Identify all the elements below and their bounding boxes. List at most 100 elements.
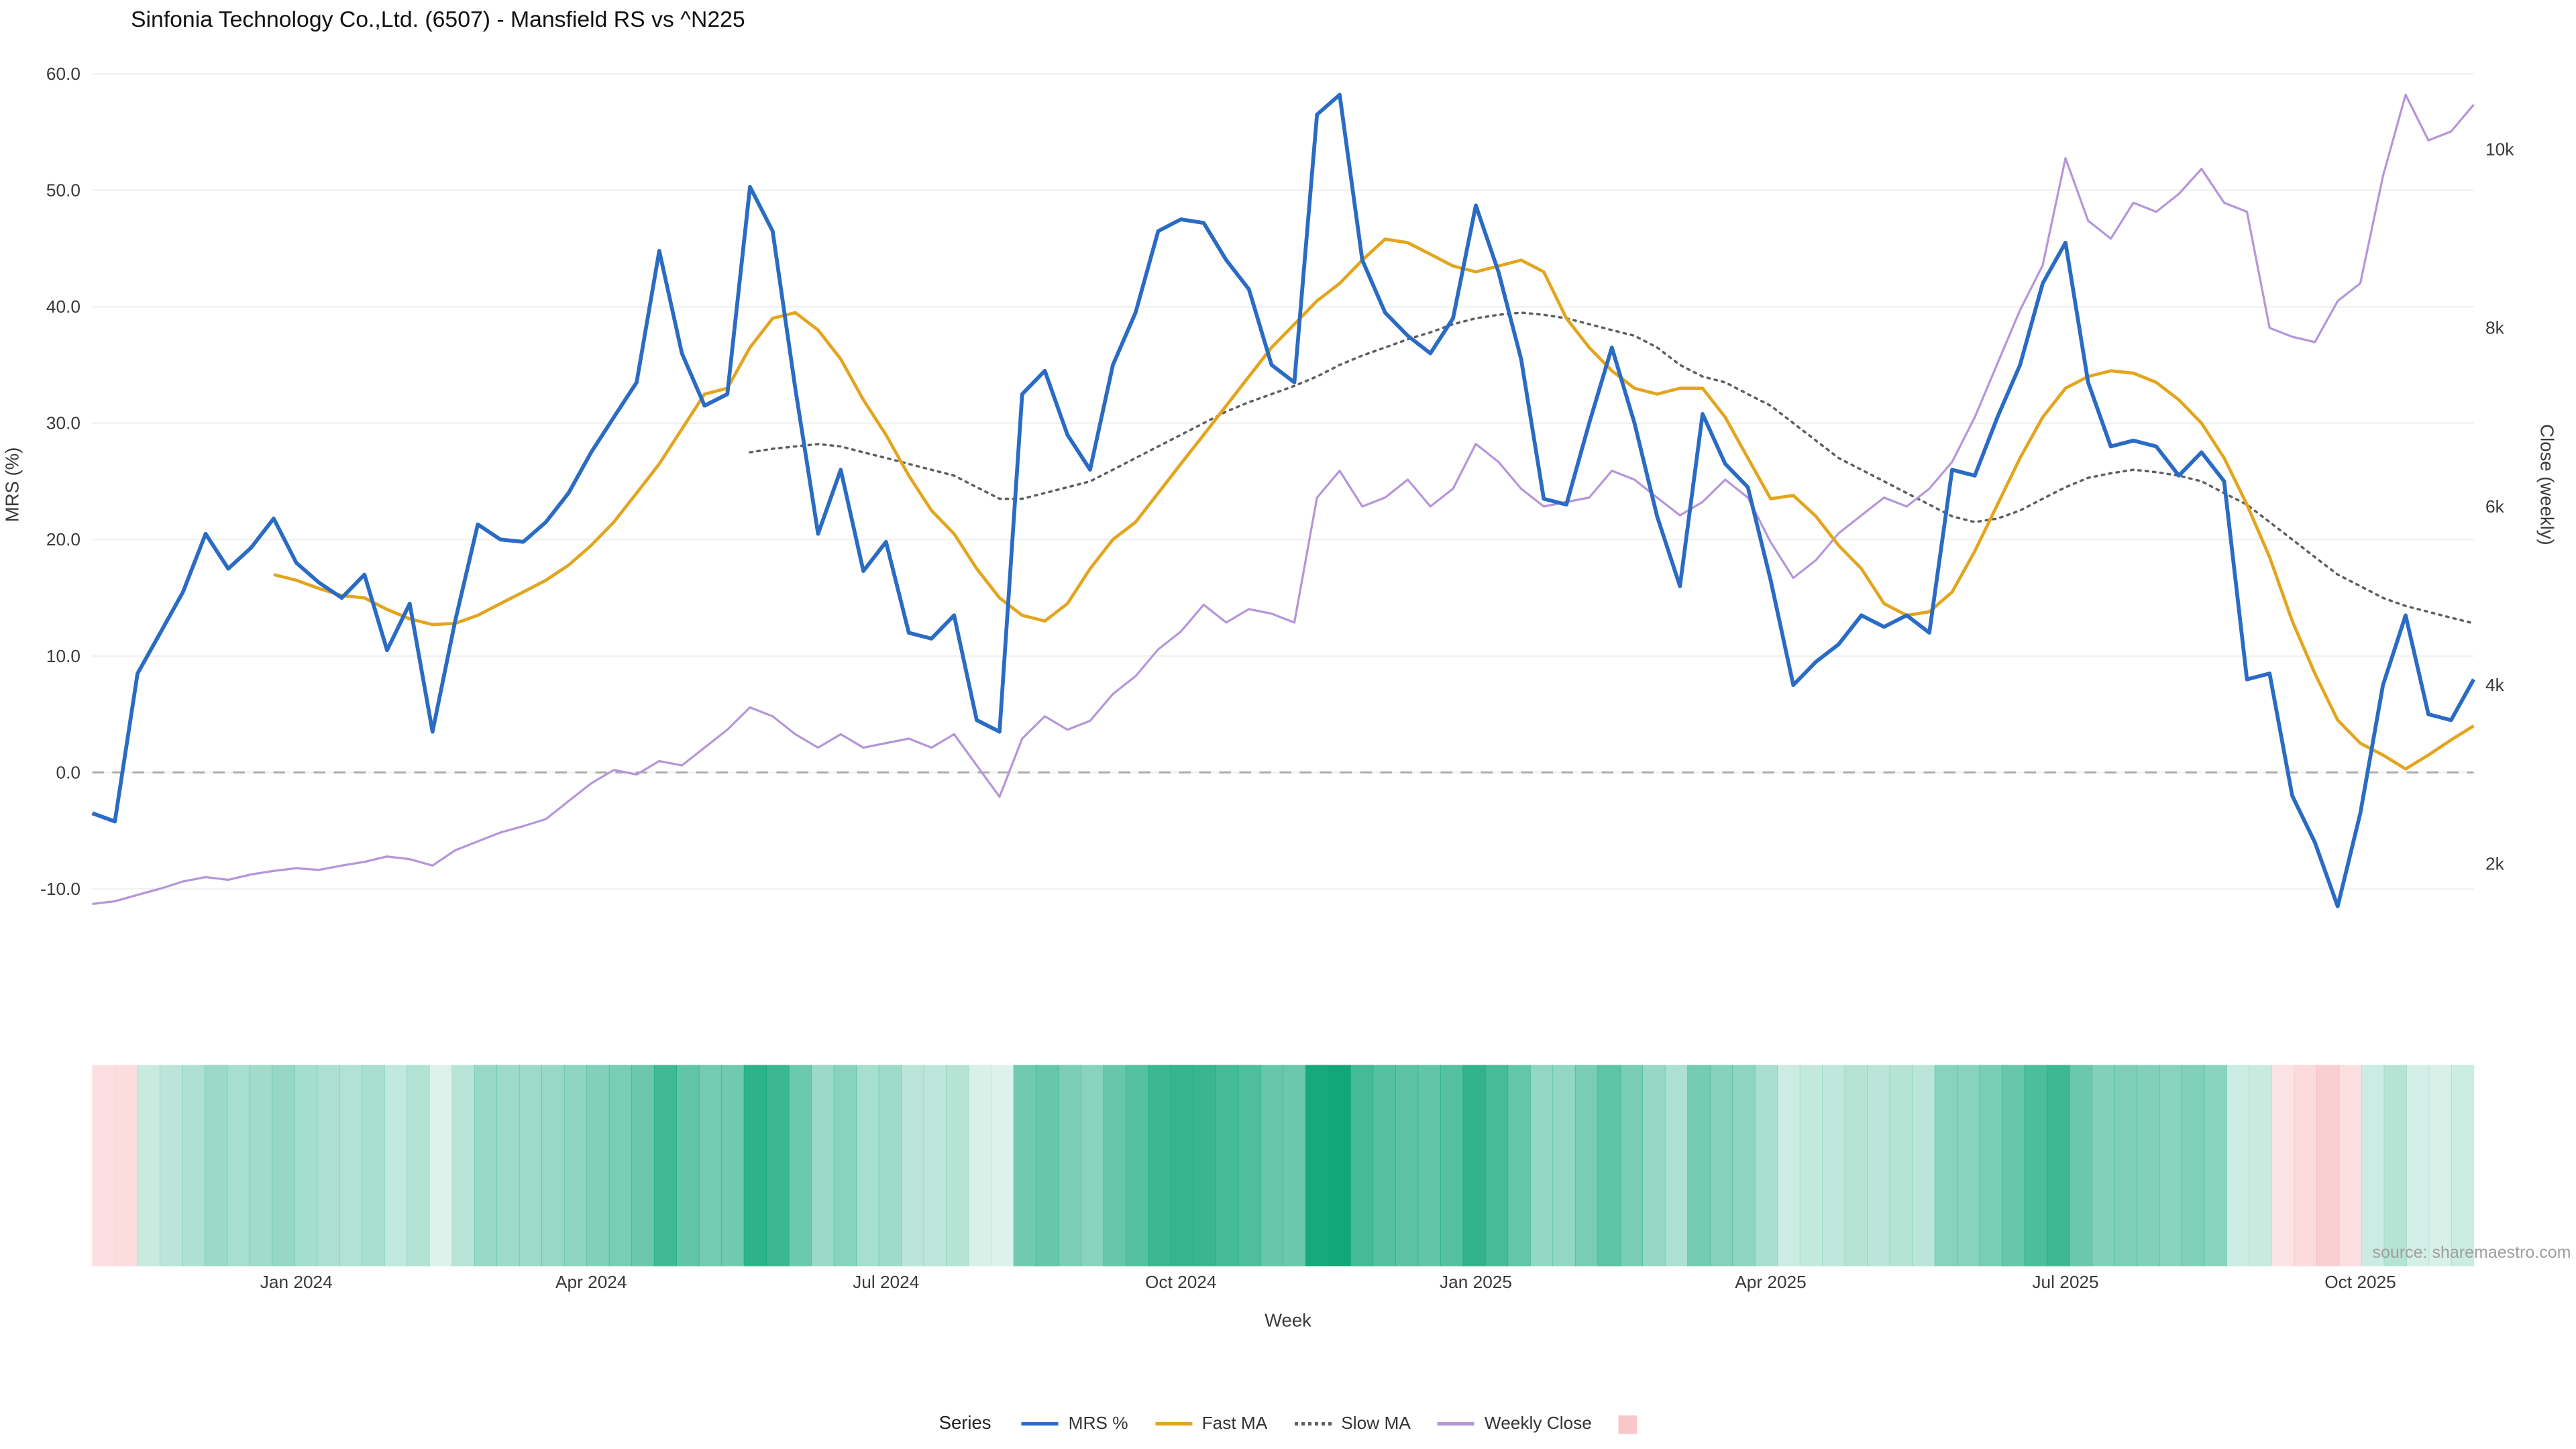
heat-cell	[2047, 1065, 2070, 1267]
heat-cell	[946, 1065, 969, 1267]
x-tick-label: Jul 2025	[2032, 1272, 2098, 1292]
heat-cell	[2294, 1065, 2317, 1267]
heat-cell	[1574, 1065, 1599, 1267]
heat-cell	[586, 1065, 610, 1267]
heat-cell	[698, 1065, 722, 1267]
x-tick-label: Oct 2025	[2324, 1272, 2396, 1292]
heat-cell	[2024, 1065, 2047, 1267]
heat-cell	[2316, 1065, 2340, 1267]
heat-cell	[2204, 1065, 2227, 1267]
y-right-tick-label: 10k	[2485, 139, 2514, 159]
y-left-tick-label: 0.0	[56, 762, 81, 782]
x-axis-label: Week	[1265, 1311, 1311, 1332]
legend-item-weekly-close: Weekly Close	[1437, 1413, 1592, 1434]
heat-cell	[541, 1065, 565, 1267]
heat-cell	[1822, 1065, 1845, 1267]
y-right-tick-label: 4k	[2485, 675, 2505, 695]
heat-cell	[833, 1065, 857, 1267]
heat-cell	[1081, 1065, 1104, 1267]
heat-cell	[204, 1065, 228, 1267]
heat-cell	[1036, 1065, 1059, 1267]
heat-cell	[2339, 1065, 2362, 1267]
heat-cell	[1687, 1065, 1711, 1267]
y-right-tick-label: 6k	[2485, 496, 2505, 517]
legend-item-mrs-label: MRS %	[1068, 1413, 1128, 1434]
heat-cell	[1238, 1065, 1261, 1267]
legend: Series MRS % Fast MA Slow MA Weekly Clos…	[0, 1414, 2576, 1434]
weekly-close-line-swatch	[1437, 1422, 1474, 1426]
heat-cell	[2137, 1065, 2160, 1267]
heat-cell	[1103, 1065, 1126, 1267]
heat-cell	[1957, 1065, 1980, 1267]
heat-cell	[317, 1065, 340, 1267]
heat-cell	[519, 1065, 543, 1267]
heat-cell	[182, 1065, 205, 1267]
heat-cell	[1283, 1065, 1306, 1267]
y-right-tick-label: 8k	[2485, 318, 2505, 338]
heat-cell	[2361, 1065, 2385, 1267]
heat-cell	[1709, 1065, 1733, 1267]
heat-cell	[2159, 1065, 2182, 1267]
legend-item-mrs: MRS %	[1021, 1413, 1128, 1434]
heat-cell	[564, 1065, 588, 1267]
chart-title: Sinfonia Technology Co.,Ltd. (6507) - Ma…	[131, 7, 745, 32]
heat-cell	[474, 1065, 498, 1267]
heat-cell	[968, 1065, 991, 1267]
heat-cell	[2383, 1065, 2407, 1267]
heat-cell	[1305, 1065, 1329, 1267]
heat-cell	[1148, 1065, 1171, 1267]
heat-cell	[2114, 1065, 2137, 1267]
heat-cell	[1597, 1065, 1621, 1267]
heat-cell	[766, 1065, 790, 1267]
heat-strip-swatch	[1618, 1414, 1638, 1434]
heat-cell	[1058, 1065, 1081, 1267]
heat-cell	[451, 1065, 475, 1267]
heat-cell	[2271, 1065, 2295, 1267]
heat-cell	[1889, 1065, 1913, 1267]
y-left-tick-label: 40.0	[46, 297, 80, 317]
heat-cell	[1395, 1065, 1419, 1267]
heat-cell	[2069, 1065, 2092, 1267]
heat-cell	[272, 1065, 295, 1267]
heat-cell	[1912, 1065, 1935, 1267]
heat-cell	[339, 1065, 363, 1267]
heat-cell	[137, 1065, 160, 1267]
heat-cell	[1440, 1065, 1464, 1267]
heat-cell	[1373, 1065, 1396, 1267]
x-tick-label: Apr 2025	[1735, 1272, 1807, 1292]
heat-cell	[2406, 1065, 2430, 1267]
heat-cell	[1126, 1065, 1149, 1267]
legend-item-weekly-close-label: Weekly Close	[1484, 1413, 1592, 1434]
heat-cell	[115, 1065, 138, 1267]
heat-cell	[294, 1065, 318, 1267]
heat-cell	[878, 1065, 902, 1267]
heat-cell	[1642, 1065, 1666, 1267]
heat-cell	[991, 1065, 1014, 1267]
heat-cell	[2182, 1065, 2205, 1267]
heat-cell	[1529, 1065, 1554, 1267]
slow-ma-line	[749, 311, 2475, 625]
heat-cell	[1844, 1065, 1868, 1267]
heat-cell	[1417, 1065, 1441, 1267]
heat-cell	[496, 1065, 520, 1267]
heat-cell	[631, 1065, 655, 1267]
heat-cell	[227, 1065, 250, 1267]
heat-cell	[2226, 1065, 2250, 1267]
heat-cell	[856, 1065, 879, 1267]
heat-cell	[1193, 1065, 1216, 1267]
y-left-tick-label: 30.0	[46, 413, 80, 433]
mrs-line	[91, 93, 2476, 908]
heat-cell	[676, 1065, 700, 1267]
heat-cell	[407, 1065, 430, 1267]
heat-cell	[1328, 1065, 1351, 1267]
heat-cell	[1754, 1065, 1778, 1267]
heat-cell	[1979, 1065, 2002, 1267]
x-tick-label: Oct 2024	[1145, 1272, 1217, 1292]
heat-cell	[1485, 1065, 1509, 1267]
x-tick-label: Jan 2025	[1440, 1272, 1512, 1292]
heat-cell	[901, 1065, 924, 1267]
heat-cell	[1507, 1065, 1531, 1267]
x-tick-label: Apr 2024	[555, 1272, 627, 1292]
heat-cell	[1462, 1065, 1486, 1267]
